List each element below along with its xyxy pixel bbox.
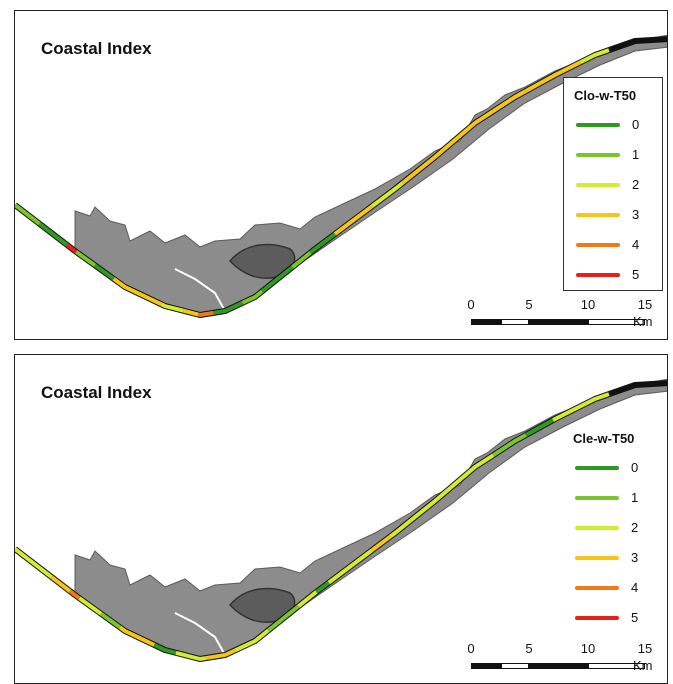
scale-segment	[471, 663, 501, 669]
scale-segment	[529, 319, 588, 325]
legend-item: 2	[576, 176, 656, 194]
legend-swatch	[575, 466, 619, 470]
legend-label: 5	[631, 610, 639, 625]
scale-segment	[501, 663, 529, 669]
legend-label: 0	[631, 460, 639, 475]
legend-title: Clo-w-T50	[574, 88, 637, 103]
scale-segment	[501, 319, 529, 325]
coast-index-segment	[15, 381, 667, 662]
legend: Clo-w-T50 0 1 2 3 4 5	[563, 77, 663, 291]
scale-tick-label: 15	[637, 641, 653, 656]
legend-label: 3	[631, 550, 639, 565]
legend-item: 3	[576, 206, 656, 224]
legend-item: 4	[575, 579, 655, 597]
legend-swatch	[575, 616, 619, 620]
legend-item: 2	[575, 519, 655, 537]
legend-label: 4	[631, 580, 639, 595]
panel-title: Coastal Index	[41, 39, 152, 58]
scale-tick-label: 15	[637, 297, 653, 312]
scale-tick-label: 0	[467, 297, 475, 312]
scale-tick-label: 10	[580, 297, 596, 312]
legend-label: 2	[632, 177, 640, 192]
legend-swatch	[576, 243, 620, 247]
coast-index-segment	[15, 381, 667, 662]
legend-label: 5	[632, 267, 640, 282]
legend-item: 1	[576, 146, 656, 164]
legend-item: 0	[575, 459, 655, 477]
legend-swatch	[575, 556, 619, 560]
scale-bar: 0 5 10 15 Km	[455, 641, 665, 675]
scale-tick-label: 10	[580, 641, 596, 656]
scale-unit: Km	[633, 658, 653, 673]
legend-swatch	[576, 123, 620, 127]
legend: Cle-w-T50 0 1 2 3 4 5	[563, 421, 663, 635]
legend-item: 1	[575, 489, 655, 507]
legend-swatch	[576, 213, 620, 217]
legend-swatch	[576, 273, 620, 277]
scale-segment	[588, 663, 645, 669]
scale-tick-label: 0	[467, 641, 475, 656]
legend-swatch	[576, 153, 620, 157]
coast-index-segment	[15, 381, 667, 662]
legend-item: 5	[575, 609, 655, 627]
coast-map	[15, 34, 667, 318]
legend-item: 0	[576, 116, 656, 134]
coast-index-segment	[15, 37, 667, 318]
legend-swatch	[575, 496, 619, 500]
scale-tick-label: 5	[525, 641, 533, 656]
scale-unit: Km	[633, 314, 653, 329]
coast-map	[15, 378, 667, 662]
scale-segment	[529, 663, 588, 669]
legend-label: 1	[632, 147, 640, 162]
legend-swatch	[575, 526, 619, 530]
legend-label: 1	[631, 490, 639, 505]
map-panel-bottom: Coastal Index Cle-w-T50 0 1 2 3 4 5 0 5 10 15 Km	[14, 354, 668, 684]
map-panel-top: Coastal Index Clo-w-T50 0 1 2 3 4 5 0 5 10 15 Km	[14, 10, 668, 340]
legend-swatch	[576, 183, 620, 187]
coast-index-segment	[15, 37, 667, 318]
legend-label: 0	[632, 117, 640, 132]
scale-segment	[588, 319, 645, 325]
legend-label: 3	[632, 207, 640, 222]
legend-item: 3	[575, 549, 655, 567]
legend-item: 4	[576, 236, 656, 254]
legend-swatch	[575, 586, 619, 590]
river	[174, 612, 226, 656]
scale-bar: 0 5 10 15 Km	[455, 297, 665, 331]
river	[174, 268, 226, 312]
legend-label: 2	[631, 520, 639, 535]
panel-title: Coastal Index	[41, 383, 152, 402]
coast-index-segment	[15, 37, 667, 318]
legend-title: Cle-w-T50	[573, 431, 635, 446]
scale-tick-label: 5	[525, 297, 533, 312]
legend-item: 5	[576, 266, 656, 284]
scale-segment	[471, 319, 501, 325]
legend-label: 4	[632, 237, 640, 252]
